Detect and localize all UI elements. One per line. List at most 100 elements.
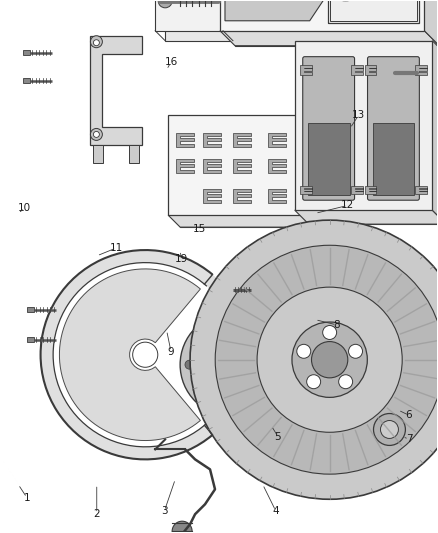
Circle shape — [193, 385, 202, 394]
Polygon shape — [309, 55, 438, 224]
Circle shape — [214, 320, 223, 329]
Circle shape — [180, 313, 284, 416]
Polygon shape — [268, 133, 286, 148]
Polygon shape — [350, 64, 363, 75]
Circle shape — [240, 401, 250, 409]
Polygon shape — [300, 186, 312, 194]
Polygon shape — [220, 31, 438, 46]
Circle shape — [53, 263, 237, 447]
Circle shape — [190, 220, 438, 499]
Circle shape — [381, 421, 399, 439]
Circle shape — [374, 414, 406, 446]
Text: 5: 5 — [275, 432, 281, 441]
Polygon shape — [60, 269, 201, 441]
Polygon shape — [268, 159, 286, 173]
Polygon shape — [176, 159, 194, 173]
Polygon shape — [295, 210, 438, 224]
Bar — [372, 123, 414, 195]
Polygon shape — [415, 64, 427, 75]
Circle shape — [216, 349, 247, 380]
Polygon shape — [300, 64, 312, 75]
Circle shape — [262, 385, 271, 394]
Polygon shape — [203, 189, 221, 203]
Polygon shape — [168, 215, 345, 227]
Circle shape — [270, 360, 279, 369]
Polygon shape — [235, 0, 438, 46]
Circle shape — [172, 521, 192, 533]
Circle shape — [311, 342, 348, 378]
Circle shape — [214, 401, 223, 409]
Circle shape — [262, 335, 271, 344]
Circle shape — [397, 69, 406, 77]
Circle shape — [215, 245, 438, 474]
Bar — [328, 0, 419, 23]
Bar — [330, 0, 417, 21]
Circle shape — [193, 335, 202, 344]
Bar — [93, 146, 103, 163]
Text: 8: 8 — [334, 320, 340, 330]
Polygon shape — [268, 189, 286, 203]
Bar — [295, 41, 432, 210]
Circle shape — [198, 331, 266, 398]
Polygon shape — [415, 186, 427, 194]
Circle shape — [240, 320, 250, 329]
Circle shape — [307, 375, 321, 389]
Circle shape — [93, 132, 99, 138]
Circle shape — [90, 36, 102, 47]
Polygon shape — [180, 127, 345, 227]
Bar — [27, 308, 34, 312]
Circle shape — [158, 0, 172, 8]
Text: 15: 15 — [193, 224, 206, 235]
Polygon shape — [364, 64, 377, 75]
Polygon shape — [424, 0, 438, 46]
Text: 7: 7 — [406, 434, 412, 444]
Ellipse shape — [335, 0, 357, 1]
Polygon shape — [203, 159, 221, 173]
Circle shape — [185, 360, 194, 369]
Circle shape — [257, 287, 402, 432]
Polygon shape — [225, 0, 330, 21]
Circle shape — [323, 326, 337, 340]
Text: 12: 12 — [341, 200, 354, 211]
Circle shape — [297, 344, 311, 358]
Polygon shape — [176, 133, 194, 148]
Bar — [129, 146, 139, 163]
Circle shape — [292, 322, 367, 398]
Text: 2: 2 — [93, 508, 100, 519]
FancyBboxPatch shape — [367, 56, 419, 200]
Text: 3: 3 — [161, 506, 168, 516]
Text: 6: 6 — [406, 410, 412, 420]
Text: 9: 9 — [168, 346, 174, 357]
Bar — [27, 337, 34, 342]
Text: 19: 19 — [175, 254, 188, 263]
Polygon shape — [233, 133, 251, 148]
Text: 10: 10 — [18, 203, 31, 213]
Bar — [168, 116, 332, 215]
Text: 11: 11 — [110, 243, 123, 253]
Polygon shape — [350, 186, 363, 194]
Circle shape — [339, 375, 353, 389]
Polygon shape — [233, 159, 251, 173]
Circle shape — [41, 250, 250, 459]
Bar — [155, 0, 223, 31]
Bar — [308, 123, 350, 195]
Circle shape — [90, 128, 102, 140]
Text: 4: 4 — [272, 506, 279, 516]
Bar — [23, 78, 30, 83]
Text: 13: 13 — [352, 110, 365, 120]
Bar — [220, 0, 424, 31]
FancyBboxPatch shape — [303, 56, 355, 200]
Bar — [23, 50, 30, 55]
Polygon shape — [364, 186, 377, 194]
Circle shape — [349, 344, 363, 358]
Circle shape — [133, 342, 158, 367]
Polygon shape — [165, 0, 233, 41]
Text: 1: 1 — [24, 492, 30, 503]
Bar — [226, 287, 233, 293]
Polygon shape — [432, 41, 438, 224]
Text: 16: 16 — [164, 57, 177, 67]
Polygon shape — [90, 36, 142, 146]
Polygon shape — [233, 189, 251, 203]
Polygon shape — [203, 133, 221, 148]
Circle shape — [93, 40, 99, 46]
